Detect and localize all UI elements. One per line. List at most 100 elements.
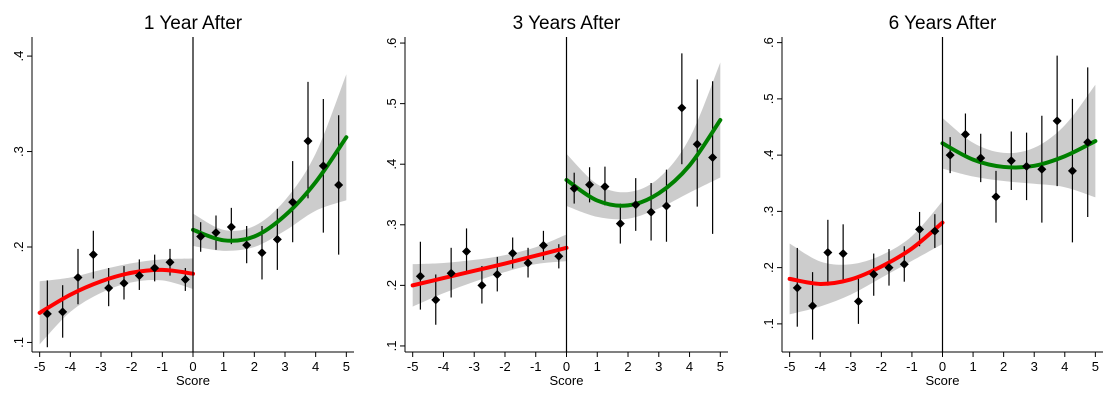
data-point [73,273,83,283]
data-point [708,153,718,163]
x-tick-label: 2 [251,359,258,374]
y-tick-label: .6 [384,38,399,49]
right-confidence-band [566,62,721,220]
data-point [692,139,702,149]
data-point [288,197,298,207]
x-tick-label: 4 [686,359,693,374]
data-point [792,283,802,293]
x-tick-label: 3 [655,359,662,374]
data-point [1006,156,1016,166]
x-tick-label: 5 [343,359,350,374]
data-point [134,271,144,281]
y-tick-label: .3 [384,219,399,230]
data-point [104,283,114,293]
data-point [303,136,313,146]
data-point [431,295,441,305]
data-point [42,309,52,319]
y-tick-label: .4 [11,51,26,62]
data-point [88,250,98,260]
x-tick-label: 5 [717,359,724,374]
data-point [991,192,1001,202]
x-tick-label: 0 [939,359,946,374]
x-tick-label: -1 [906,359,918,374]
panel-2: 3 Years After -5 -4 -3 -2 -1 0 1 2 3 4 5 .1 .2 .3 .4 .5.… [384,13,728,388]
x-tick-label: 0 [563,359,570,374]
data-point [869,269,879,279]
y-tick-label: .3 [11,146,26,157]
x-tick-label: -4 [438,359,450,374]
y-tick-label: .4 [384,159,399,170]
y-tick-label: .1 [761,318,776,329]
y-tick-label: .1 [384,341,399,352]
panel-title: 6 Years After [889,13,997,34]
x-tick-label: 4 [1061,359,1068,374]
data-point [899,259,909,269]
data-point [808,301,818,311]
data-point [242,240,252,250]
data-point [477,280,487,290]
data-point [150,263,160,273]
x-tick-label: -1 [157,359,169,374]
data-point [165,257,175,267]
x-tick-label: 1 [594,359,601,374]
left-fit-line [37,267,195,315]
x-tick-label: -5 [407,359,419,374]
data-point [1037,164,1047,174]
data-point [1083,137,1093,147]
data-point [318,161,328,171]
panel-title: 1 Year After [144,13,243,34]
x-tick-label: -3 [845,359,857,374]
data-point [415,271,425,281]
right-confidence-band [193,74,347,251]
data-point [446,268,456,278]
x-tick-label: -2 [126,359,138,374]
panel-3: 6 Years After -5 -4 -3 -2 -1 0 1 2 3 4 5 .1 .2 .3 .4 .5.… [761,13,1103,388]
data-point [1067,166,1077,176]
right-fit-line [191,135,349,243]
data-point [930,226,940,236]
left-confidence-band [789,201,943,315]
data-point [661,201,671,211]
data-point [538,240,548,250]
data-point [960,129,970,139]
x-tick-label: -5 [34,359,46,374]
x-tick-label: 5 [1092,359,1099,374]
data-point [884,263,894,273]
y-tick-label: .3 [761,206,776,217]
x-tick-label: 3 [281,359,288,374]
x-axis-label: Score [550,373,584,388]
x-tick-label: 1 [220,359,227,374]
x-tick-label: -4 [65,359,77,374]
data-point [853,296,863,306]
panel-title: 3 Years After [513,13,621,34]
data-point [569,183,579,193]
left-fit-line [787,220,945,286]
x-tick-label: -1 [530,359,542,374]
data-point [838,249,848,259]
x-tick-label: -3 [95,359,107,374]
x-axis-label: Score [176,373,210,388]
data-point [334,180,344,190]
data-point [615,219,625,229]
x-axis-label: Score [926,373,960,388]
data-point [508,248,518,258]
data-point [1052,116,1062,126]
x-tick-label: 2 [624,359,631,374]
x-tick-label: 3 [1031,359,1038,374]
data-point [523,258,533,268]
data-point [915,224,925,234]
y-tick-label: .2 [11,242,26,253]
data-point [272,234,282,244]
x-tick-label: -4 [814,359,826,374]
data-point [211,228,221,238]
data-point [58,307,68,317]
left-fit-line [410,245,569,288]
x-tick-label: 4 [312,359,319,374]
x-tick-label: 2 [1000,359,1007,374]
data-point [180,274,190,284]
y-tick-label: .1 [11,337,26,348]
x-tick-label: -2 [499,359,511,374]
data-point [677,103,687,113]
